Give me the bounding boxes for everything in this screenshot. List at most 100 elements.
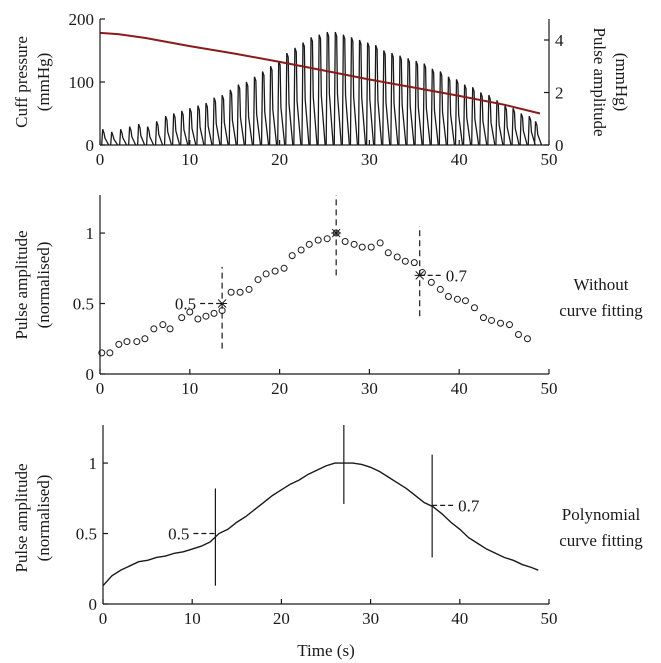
pulse-beat [398, 55, 407, 146]
data-point [358, 243, 366, 251]
pulse-beat [487, 94, 496, 146]
data-point [166, 325, 174, 333]
pulse-beat [236, 84, 245, 146]
pulse-beat [414, 60, 423, 146]
pulse-beat [260, 71, 270, 146]
data-point [323, 235, 331, 243]
top-right-y-tick-label: 0 [555, 136, 564, 155]
pulse-beat [462, 84, 472, 146]
pulse-beat [454, 79, 464, 146]
mid-marker-label: 0.7 [446, 266, 468, 285]
top-right-y-tick-label: 2 [555, 84, 564, 103]
mid-side-label-line1: Without [573, 275, 628, 294]
pulse-beat [101, 129, 110, 146]
pulse-beat [301, 42, 310, 146]
pulse-beat [333, 31, 342, 146]
data-point [202, 312, 210, 320]
pulse-beat [228, 89, 237, 146]
pulse-beat [252, 76, 262, 146]
data-point [479, 314, 487, 322]
panel-polynomial-curve-fitting: Pulse amplitude (normalised) Polynomial … [12, 425, 643, 660]
bot-y-tick-label: 0 [89, 595, 98, 614]
mid-x-tick-label: 30 [361, 379, 378, 398]
panel-cuff-pressure: Cuff pressure (mmHg) Pulse amplitude (mm… [12, 10, 631, 169]
top-left-y-tick-label: 100 [69, 73, 95, 92]
mid-y-tick-label: 0.5 [73, 295, 94, 314]
pulse-beat [196, 105, 205, 146]
data-point [98, 349, 106, 357]
data-point [505, 321, 513, 329]
mid-x-tick-label: 20 [271, 379, 288, 398]
data-point [178, 314, 186, 322]
pulse-beat [268, 66, 278, 146]
data-point [314, 236, 322, 244]
pulse-beat [446, 76, 456, 146]
mid-x-tick-label: 40 [451, 379, 468, 398]
mid-marker-star [331, 228, 342, 238]
data-point [367, 243, 375, 251]
mid-y-tick-label: 0 [86, 365, 95, 384]
mid-marker-star [414, 270, 425, 280]
pulse-beat [533, 121, 543, 146]
data-point [453, 295, 461, 303]
bot-x-tick-label: 50 [541, 609, 558, 628]
data-point [341, 238, 349, 246]
pulse-beat [495, 100, 504, 146]
data-point [384, 249, 392, 257]
top-right-y-tick-label: 4 [555, 31, 564, 50]
pulse-beat [309, 37, 318, 146]
pulse-beat [349, 37, 359, 146]
data-point [271, 267, 279, 275]
polynomial-fit-curve [102, 462, 539, 587]
mid-marker-label: 0.5 [175, 295, 196, 314]
bot-marker-label: 0.5 [168, 525, 189, 544]
pulse-beat [438, 71, 447, 146]
pulse-beat [406, 58, 415, 146]
pulse-beat [136, 123, 146, 146]
pulse-beat [119, 129, 128, 146]
mid-y-axis-title-line1: Pulse amplitude [12, 230, 31, 339]
data-point [393, 253, 401, 261]
pulse-beat [430, 68, 439, 146]
right-axis-title-line2: (mmHg) [612, 53, 631, 112]
pulse-beat [471, 87, 480, 146]
data-point [427, 278, 435, 286]
data-point [461, 297, 469, 305]
pulse-beat [154, 121, 164, 146]
bot-x-tick-label: 0 [99, 609, 108, 628]
data-point [186, 308, 194, 316]
data-point [376, 239, 384, 247]
top-x-tick-label: 30 [361, 150, 378, 169]
pulse-beat [519, 113, 528, 146]
data-point [514, 331, 522, 339]
pulse-beat [422, 63, 431, 146]
pulse-beat [293, 47, 302, 146]
data-point [436, 285, 444, 293]
bot-y-axis-title-line1: Pulse amplitude [12, 463, 31, 572]
pulse-beat [171, 113, 181, 146]
data-point [254, 276, 262, 284]
data-point [245, 285, 253, 293]
data-point [297, 246, 305, 254]
pulse-beat [110, 131, 119, 146]
data-point [401, 257, 409, 265]
bot-marker-label: 0.7 [458, 496, 480, 515]
pulse-beat [204, 102, 213, 146]
bot-y-axis-title-line2: (normalised) [34, 475, 53, 562]
bot-x-tick-label: 20 [273, 609, 290, 628]
data-point [159, 321, 167, 329]
pulse-beat [180, 110, 189, 146]
data-point [350, 240, 358, 248]
data-point [227, 288, 235, 296]
data-point [133, 338, 141, 346]
mid-marker-star [217, 299, 228, 308]
pulse-beat [503, 105, 512, 146]
bot-x-tick-label: 10 [184, 609, 201, 628]
left-axis-title-line1: Cuff pressure [12, 36, 31, 128]
pulse-beat [390, 52, 399, 146]
data-point [488, 316, 496, 324]
mid-x-tick-label: 10 [181, 379, 198, 398]
pulse-beat [325, 31, 334, 146]
bot-y-tick-label: 1 [89, 454, 98, 473]
